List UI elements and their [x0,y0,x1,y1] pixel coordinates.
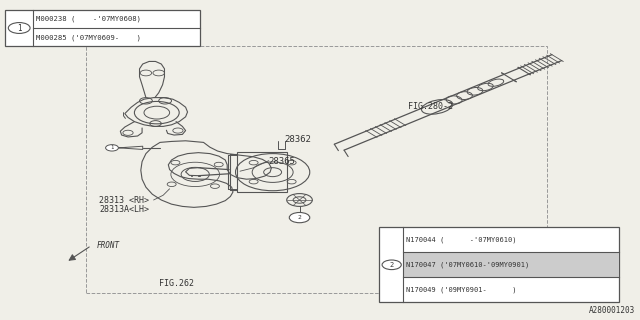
Text: M000238 (    -'07MY0608): M000238 ( -'07MY0608) [36,15,141,22]
Bar [403,252,619,277]
Text: 1: 1 [17,23,22,33]
Text: 1: 1 [110,145,114,150]
Text: N170047 ('07MY0610-'09MY0901): N170047 ('07MY0610-'09MY0901) [406,261,530,268]
Circle shape [106,145,118,151]
Text: 2: 2 [390,262,394,268]
Text: 28313 <RH>: 28313 <RH> [99,196,149,204]
Circle shape [382,260,401,269]
Bar [237,152,287,192]
Text: 28365: 28365 [269,157,296,166]
Text: N170049 ('09MY0901-      ): N170049 ('09MY0901- ) [406,287,517,293]
Text: 28313A<LH>: 28313A<LH> [99,205,149,214]
Text: 28362: 28362 [285,135,312,144]
Bar [86,46,547,293]
Bar [379,227,619,302]
Text: N170044 (      -'07MY0610): N170044 ( -'07MY0610) [406,236,517,243]
Circle shape [289,212,310,223]
Bar [5,10,200,46]
Text: M000285 ('07MY0609-    ): M000285 ('07MY0609- ) [36,34,141,41]
Text: 2: 2 [298,215,301,220]
Text: FRONT: FRONT [97,241,120,250]
Circle shape [8,23,30,34]
Text: FIG.280-2: FIG.280-2 [408,102,453,111]
Text: A280001203: A280001203 [589,306,635,315]
Text: FIG.262: FIG.262 [159,279,194,288]
